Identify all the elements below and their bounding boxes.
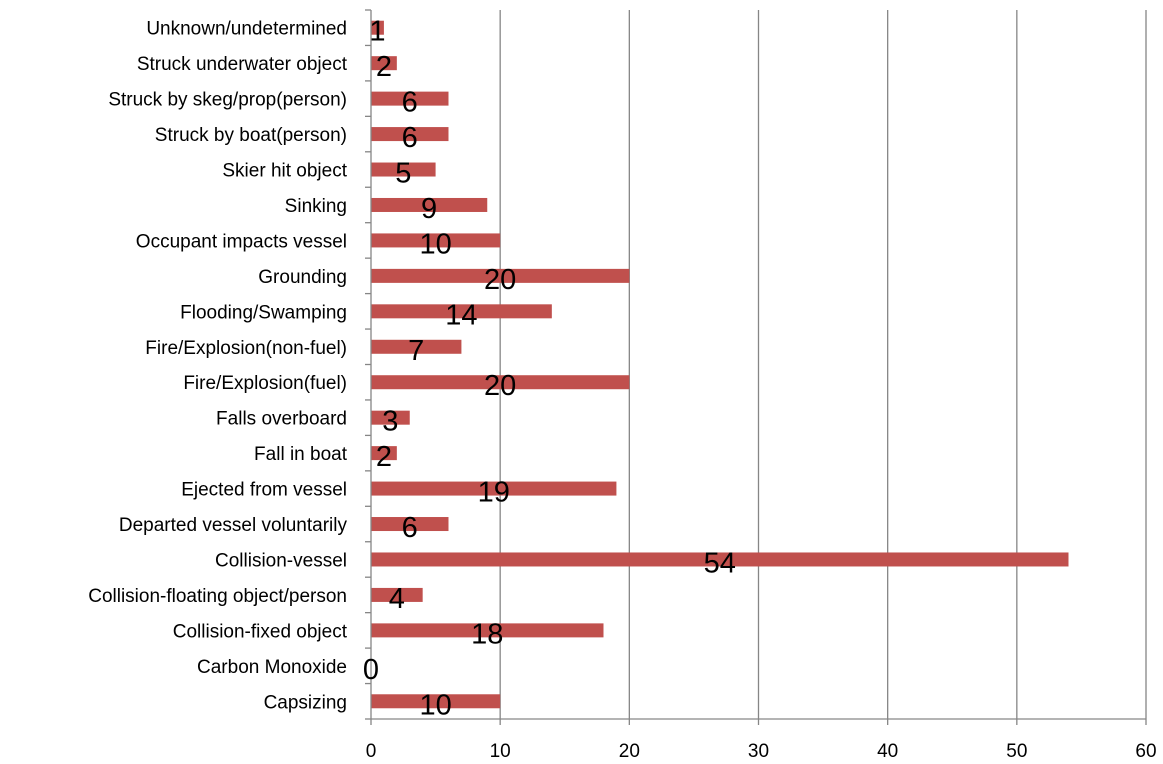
x-tick-label-20: 20 — [619, 741, 640, 762]
bar-collision-floating-object-person — [371, 587, 423, 602]
x-tick-label-30: 30 — [748, 741, 769, 762]
category-label-collision-vessel: Collision-vessel — [215, 550, 347, 571]
bar-skier-hit-object — [371, 162, 436, 177]
category-label-sinking: Sinking — [285, 196, 347, 217]
category-label-struck-by-skeg-prop-person: Struck by skeg/prop(person) — [108, 90, 347, 111]
bar-falls-overboard — [371, 410, 410, 425]
category-label-struck-by-boat-person: Struck by boat(person) — [155, 125, 347, 146]
data-label-skier-hit-object: 5 — [395, 158, 411, 190]
category-label-unknown-undetermined: Unknown/undetermined — [146, 19, 347, 40]
data-label-occupant-impacts-vessel: 10 — [419, 228, 451, 260]
data-label-fall-in-boat: 2 — [376, 441, 392, 473]
data-label-fire-explosion-fuel: 20 — [484, 370, 516, 402]
bar-grounding — [371, 268, 630, 283]
category-label-collision-fixed-object: Collision-fixed object — [173, 621, 348, 642]
category-label-fire-explosion-non-fuel: Fire/Explosion(non-fuel) — [145, 338, 347, 359]
data-label-ejected-from-vessel: 19 — [478, 477, 510, 509]
bar-unknown-undetermined — [371, 20, 384, 35]
x-tick-labels: 0 10 20 30 40 50 60 — [366, 741, 1157, 762]
gridlines — [499, 10, 1147, 719]
bar-struck-by-boat-person — [371, 127, 449, 142]
bar-fall-in-boat — [371, 446, 397, 461]
x-tick-label-50: 50 — [1006, 741, 1027, 762]
x-tick-label-0: 0 — [366, 741, 377, 762]
bar-ejected-from-vessel — [371, 481, 617, 496]
data-label-struck-by-boat-person: 6 — [402, 122, 418, 154]
bar-fire-explosion-non-fuel — [371, 339, 462, 354]
data-label-collision-floating-object-person: 4 — [389, 583, 405, 615]
x-tick-label-60: 60 — [1135, 741, 1156, 762]
data-label-collision-vessel: 54 — [704, 547, 736, 579]
category-label-fire-explosion-fuel: Fire/Explosion(fuel) — [183, 373, 347, 394]
x-tick-label-10: 10 — [490, 741, 511, 762]
data-label-capsizing: 10 — [419, 689, 451, 721]
data-label-collision-fixed-object: 18 — [471, 618, 503, 650]
category-label-occupant-impacts-vessel: Occupant impacts vessel — [136, 231, 347, 252]
category-label-flooding-swamping: Flooding/Swamping — [180, 302, 347, 323]
category-label-collision-floating-object-person: Collision-floating object/person — [88, 586, 347, 607]
bar-occupant-impacts-vessel — [371, 233, 501, 248]
category-label-departed-vessel-voluntarily: Departed vessel voluntarily — [119, 515, 348, 536]
bar-fire-explosion-fuel — [371, 375, 630, 390]
category-label-grounding: Grounding — [258, 267, 347, 288]
category-label-skier-hit-object: Skier hit object — [222, 161, 347, 182]
data-label-flooding-swamping: 14 — [445, 299, 477, 331]
data-label-sinking: 9 — [421, 193, 437, 225]
axes — [365, 9, 1147, 725]
data-label-departed-vessel-voluntarily: 6 — [402, 512, 418, 544]
x-tick-label-40: 40 — [877, 741, 898, 762]
bars — [371, 20, 1069, 709]
bar-struck-by-skeg-prop-person — [371, 91, 449, 106]
bar-departed-vessel-voluntarily — [371, 517, 449, 532]
category-label-capsizing: Capsizing — [264, 692, 347, 713]
data-label-carbon-monoxide: 0 — [363, 654, 379, 686]
category-labels: Capsizing Carbon Monoxide Collision-fixed … — [88, 19, 347, 714]
data-label-struck-by-skeg-prop-person: 6 — [402, 87, 418, 119]
category-label-fall-in-boat: Fall in boat — [254, 444, 348, 465]
bar-collision-fixed-object — [371, 623, 604, 638]
data-label-falls-overboard: 3 — [382, 406, 398, 438]
bar-collision-vessel — [371, 552, 1069, 567]
data-label-grounding: 20 — [484, 264, 516, 296]
data-label-unknown-undetermined: 1 — [369, 16, 385, 48]
category-label-struck-underwater-object: Struck underwater object — [137, 54, 348, 75]
data-label-fire-explosion-non-fuel: 7 — [408, 335, 424, 367]
bar-capsizing — [371, 694, 501, 709]
category-label-ejected-from-vessel: Ejected from vessel — [181, 480, 347, 501]
category-label-carbon-monoxide: Carbon Monoxide — [197, 657, 347, 678]
bar-flooding-swamping — [371, 304, 552, 319]
bar-sinking — [371, 197, 488, 212]
bar-struck-underwater-object — [371, 56, 397, 71]
category-label-falls-overboard: Falls overboard — [216, 409, 347, 430]
data-label-struck-underwater-object: 2 — [376, 51, 392, 83]
